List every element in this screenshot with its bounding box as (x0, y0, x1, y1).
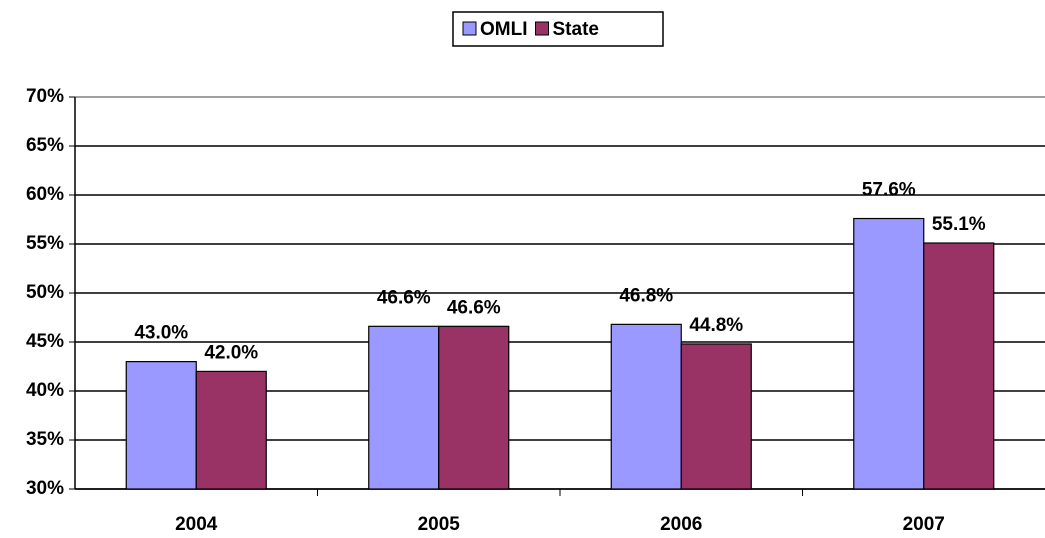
x-tick-label: 2005 (418, 514, 461, 535)
y-tick-label: 35% (26, 429, 64, 450)
bar (680, 343, 752, 490)
bar (610, 323, 682, 490)
value-label: 42.0% (204, 342, 258, 363)
bar (125, 361, 197, 490)
legend-label: OMLI (480, 19, 528, 40)
value-label: 46.6% (447, 297, 501, 318)
x-tick-label: 2007 (903, 514, 945, 535)
legend-label: State (553, 19, 599, 40)
legend-swatch (535, 21, 549, 36)
value-label: 57.6% (862, 180, 916, 201)
legend-swatch (462, 21, 477, 36)
legend-box (452, 11, 664, 47)
bar (853, 217, 925, 490)
y-tick-label: 45% (26, 331, 64, 352)
value-label: 46.6% (377, 287, 431, 308)
bar (923, 242, 995, 490)
value-label: 46.8% (619, 285, 673, 306)
x-tick-label: 2004 (175, 514, 218, 535)
y-tick-label: 30% (26, 478, 64, 499)
x-tick-label: 2006 (660, 514, 702, 535)
y-tick-label: 40% (26, 380, 64, 401)
y-tick-label: 60% (26, 184, 64, 205)
y-tick-label: 65% (26, 135, 64, 156)
bar (195, 370, 267, 490)
y-tick-label: 50% (26, 282, 64, 303)
value-label: 55.1% (932, 214, 986, 235)
bar (368, 325, 440, 490)
bar (438, 325, 510, 490)
y-tick-label: 70% (26, 86, 64, 107)
y-tick-label: 55% (26, 233, 64, 254)
value-label: 44.8% (689, 315, 743, 336)
value-label: 43.0% (134, 323, 188, 344)
